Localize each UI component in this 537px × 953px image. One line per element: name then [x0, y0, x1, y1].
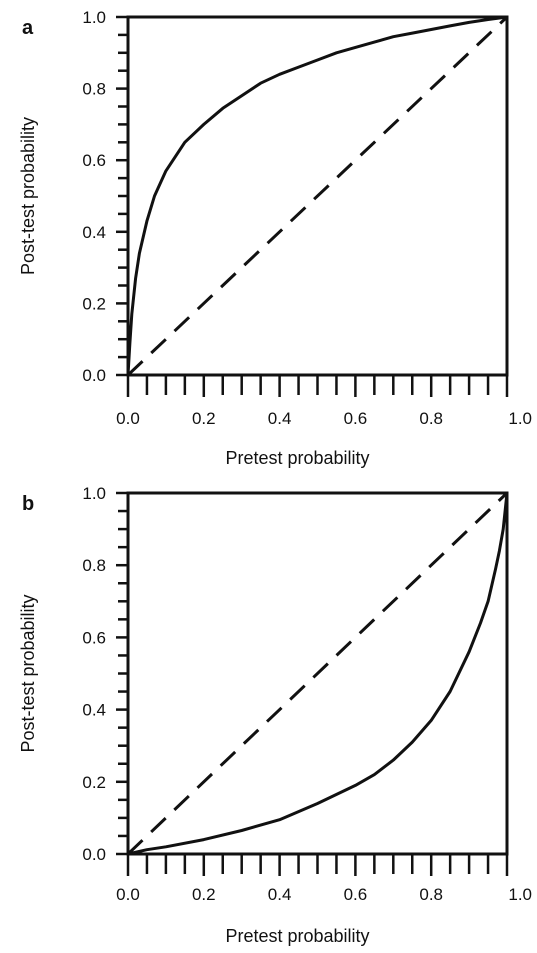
x-tick-label: 1.0 — [508, 409, 532, 428]
x-tick-label: 1.0 — [508, 885, 532, 904]
chart-panel-b: 0.0 0.2 0.4 0.6 0.8 1.0 0.0 0.2 0.4 0.6 0.8 1.0 Pret… — [18, 484, 532, 946]
x-tick-label: 0.4 — [268, 409, 292, 428]
y-tick-label: 0.6 — [82, 151, 106, 170]
y-tick-label: 0.2 — [82, 294, 106, 313]
y-axis-label: Post-test probability — [18, 594, 38, 752]
y-tick-label: 0.4 — [82, 223, 106, 242]
x-tick-label: 0.8 — [419, 885, 443, 904]
posttest-curve — [127, 492, 509, 856]
x-tick-label: 0.0 — [116, 885, 140, 904]
y-tick-label: 0.0 — [82, 366, 106, 385]
y-tick-label: 1.0 — [82, 8, 106, 27]
y-axis-label: Post-test probability — [18, 117, 38, 275]
x-axis-label: Pretest probability — [225, 926, 369, 946]
reference-dashed-line — [126, 491, 509, 856]
x-tick-label: 0.8 — [419, 409, 443, 428]
reference-dashed-line — [126, 15, 509, 377]
x-tick-label: 0.2 — [192, 409, 216, 428]
y-tick-label: 0.0 — [82, 845, 106, 864]
x-tick-label: 0.6 — [344, 409, 368, 428]
y-tick-label: 0.2 — [82, 773, 106, 792]
y-tick-label: 0.8 — [82, 556, 106, 575]
panel-label: a — [22, 17, 34, 39]
x-tick-label: 0.2 — [192, 885, 216, 904]
posttest-curve — [126, 15, 508, 376]
x-tick-label: 0.4 — [268, 885, 292, 904]
chart-panel-a: 0.0 0.2 0.4 0.6 0.8 1.0 0.0 0.2 0.4 0.6 0.8 1.0 Pret… — [18, 8, 532, 468]
x-tick-label: 0.6 — [344, 885, 368, 904]
y-tick-label: 0.4 — [82, 701, 106, 720]
panel-label: b — [22, 493, 34, 515]
x-axis-label: Pretest probability — [225, 448, 369, 468]
x-tick-label: 0.0 — [116, 409, 140, 428]
y-tick-label: 0.6 — [82, 628, 106, 647]
y-tick-label: 1.0 — [82, 484, 106, 503]
y-tick-label: 0.8 — [82, 80, 106, 99]
